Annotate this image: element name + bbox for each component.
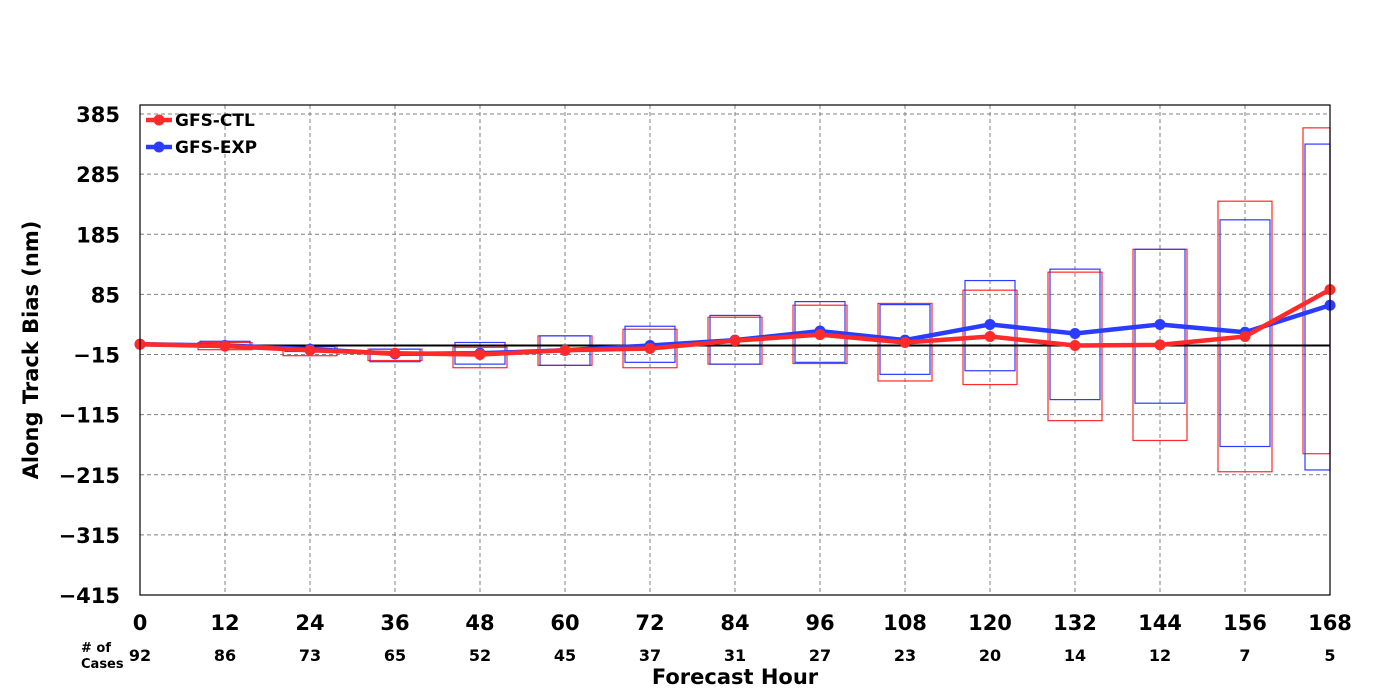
case-count: 7 [1239, 646, 1250, 665]
case-count: 73 [299, 646, 321, 665]
spread-box-gfs-ctl [1217, 200, 1273, 473]
case-count: 31 [724, 646, 746, 665]
data-point-gfs-exp [1154, 318, 1166, 330]
y-tick-label: 385 [76, 103, 120, 127]
legend-label-gfs-exp: GFS-EXP [175, 138, 257, 158]
x-tick-label: 0 [133, 611, 148, 635]
x-tick-label: 144 [1138, 611, 1182, 635]
x-tick-label: 72 [635, 611, 664, 635]
case-count: 37 [639, 646, 661, 665]
cases-row: 92 86 73 65 52 45 37 31 27 23 20 14 12 7 5 [129, 646, 1336, 665]
x-tick-label: 60 [550, 611, 579, 635]
y-tick-label: −415 [59, 584, 120, 608]
data-point-gfs-ctl [644, 342, 656, 354]
case-count: 52 [469, 646, 491, 665]
data-point-gfs-ctl [559, 344, 571, 356]
case-count: 23 [894, 646, 916, 665]
cases-label-line1: # of [81, 641, 111, 656]
data-point-gfs-ctl [899, 336, 911, 348]
x-tick-label: 12 [210, 611, 239, 635]
x-tick-label: 48 [465, 611, 494, 635]
x-tick-label: 36 [380, 611, 409, 635]
case-count: 45 [554, 646, 576, 665]
x-tick-label: 24 [295, 611, 324, 635]
data-point-gfs-ctl [304, 344, 316, 356]
y-axis-label: Along Track Bias (nm) [19, 221, 43, 480]
data-point-gfs-ctl [1069, 339, 1081, 351]
spread-box-gfs-exp [1219, 219, 1271, 448]
x-tick-label: 108 [883, 611, 927, 635]
y-tick-label: 285 [76, 163, 120, 187]
data-point-gfs-ctl [984, 330, 996, 342]
y-tick-label: 85 [91, 283, 120, 307]
x-tick-label: 84 [720, 611, 749, 635]
legend-marker-gfs-exp [153, 141, 165, 153]
spread-box-gfs-ctl [452, 346, 508, 369]
case-count: 27 [809, 646, 831, 665]
data-point-gfs-exp [1069, 327, 1081, 339]
legend: GFS-CTL GFS-EXP [146, 111, 257, 158]
legend-marker-gfs-ctl [153, 114, 165, 126]
case-count: 86 [214, 646, 236, 665]
series-layer [134, 284, 1336, 361]
case-count: 92 [129, 646, 151, 665]
y-tick-label: −315 [59, 524, 120, 548]
legend-label-gfs-ctl: GFS-CTL [175, 111, 255, 131]
data-point-gfs-ctl [1154, 339, 1166, 351]
data-point-gfs-ctl [1239, 330, 1251, 342]
y-tick-label: −115 [59, 404, 120, 428]
x-tick-labels: 0 12 24 36 48 60 72 84 96 108 120 132 144 156 168 [133, 611, 1352, 635]
x-tick-label: 96 [805, 611, 834, 635]
spread-box-gfs-exp [1049, 268, 1101, 401]
y-tick-label: −15 [73, 344, 120, 368]
y-tick-label: 185 [76, 223, 120, 247]
x-tick-label: 132 [1053, 611, 1097, 635]
x-tick-label: 156 [1223, 611, 1267, 635]
case-count: 14 [1064, 646, 1086, 665]
case-count: 20 [979, 646, 1001, 665]
y-tick-labels: 385 285 185 85 −15 −115 −215 −315 −415 [59, 103, 120, 608]
case-count: 5 [1324, 646, 1335, 665]
data-point-gfs-ctl [814, 329, 826, 341]
x-tick-label: 120 [968, 611, 1012, 635]
cases-label-line2: Cases [81, 657, 124, 672]
data-point-gfs-ctl [389, 347, 401, 359]
plot-frame [139, 104, 1331, 596]
data-point-gfs-ctl [729, 335, 741, 347]
data-point-gfs-ctl [474, 349, 486, 361]
case-count: 12 [1149, 646, 1171, 665]
x-axis-label: Forecast Hour [652, 665, 819, 689]
data-point-gfs-exp [984, 318, 996, 330]
case-count: 65 [384, 646, 406, 665]
grid-layer [140, 105, 1330, 595]
data-point-gfs-ctl [219, 340, 231, 352]
x-tick-label: 168 [1308, 611, 1352, 635]
y-tick-label: −215 [59, 464, 120, 488]
